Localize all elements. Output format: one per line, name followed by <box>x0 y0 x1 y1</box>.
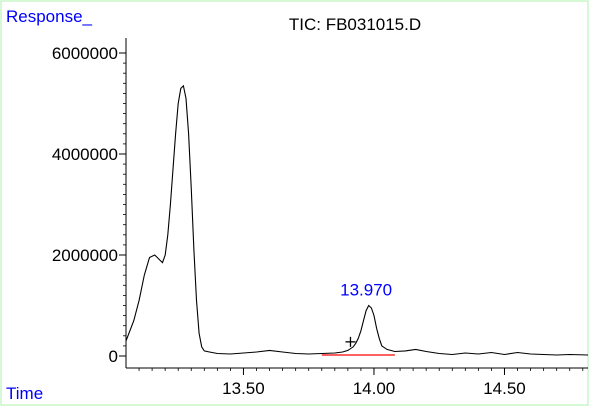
x-axis-label: Time <box>6 384 43 403</box>
y-tick-label: 6000000 <box>52 44 118 63</box>
x-tick-label: 14.50 <box>483 379 526 398</box>
y-axis-label: Response_ <box>6 7 93 26</box>
peak-retention-label: 13.970 <box>340 281 392 300</box>
y-tick-label: 4000000 <box>52 145 118 164</box>
peak-annotations: 13.970 <box>340 281 392 347</box>
y-tick-label: 2000000 <box>52 246 118 265</box>
chart-title: TIC: FB031015.D <box>289 15 421 34</box>
y-axis-ticks: 0 2000000 4000000 6000000 <box>52 44 126 366</box>
tic-trace-line <box>126 86 588 355</box>
x-tick-label: 14.00 <box>353 379 396 398</box>
x-axis-ticks: 13.50 14.00 14.50 <box>139 368 583 398</box>
y-tick-label: 0 <box>109 347 118 366</box>
x-tick-label: 13.50 <box>222 379 265 398</box>
